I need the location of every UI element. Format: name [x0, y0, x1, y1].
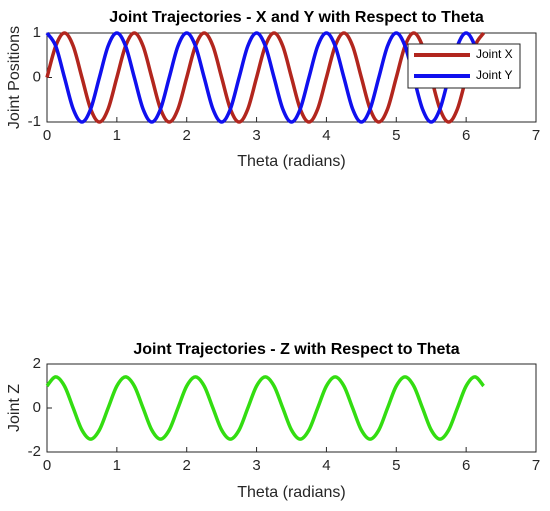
- y-tick-label: 0: [33, 68, 41, 85]
- x-tick-label: 4: [322, 457, 330, 474]
- x-tick-label: 0: [43, 457, 51, 474]
- subplot: Joint Trajectories - Z with Respect to T…: [6, 341, 540, 501]
- y-tick-label: -1: [28, 113, 41, 130]
- x-tick-label: 2: [183, 457, 191, 474]
- legend-label: Joint Y: [476, 68, 512, 82]
- x-tick-label: 7: [532, 457, 540, 474]
- chart-title: Joint Trajectories - X and Y with Respec…: [109, 9, 484, 26]
- x-tick-label: 5: [392, 127, 400, 144]
- x-tick-label: 2: [183, 127, 191, 144]
- x-tick-label: 3: [252, 127, 260, 144]
- line-series: [45, 375, 485, 441]
- y-tick-label: 0: [33, 399, 41, 416]
- legend-label: Joint X: [476, 47, 513, 61]
- y-axis-label: Joint Positions: [6, 26, 23, 129]
- x-tick-label: 4: [322, 127, 330, 144]
- x-axis-label: Theta (radians): [237, 484, 346, 501]
- x-tick-label: 6: [462, 457, 470, 474]
- x-tick-label: 1: [113, 127, 121, 144]
- y-axis-label: Joint Z: [6, 384, 23, 432]
- subplot: Joint Trajectories - X and Y with Respec…: [6, 9, 540, 170]
- x-tick-label: 5: [392, 457, 400, 474]
- y-tick-label: -2: [28, 443, 41, 460]
- plot-area: [46, 363, 537, 453]
- x-axis-label: Theta (radians): [237, 153, 346, 170]
- chart-title: Joint Trajectories - Z with Respect to T…: [133, 341, 459, 358]
- x-tick-label: 1: [113, 457, 121, 474]
- legend-box: [407, 43, 521, 89]
- y-tick-label: 2: [33, 355, 41, 372]
- x-tick-label: 3: [252, 457, 260, 474]
- x-tick-label: 6: [462, 127, 470, 144]
- x-tick-label: 7: [532, 127, 540, 144]
- x-tick-label: 0: [43, 127, 51, 144]
- y-tick-label: 1: [33, 24, 41, 41]
